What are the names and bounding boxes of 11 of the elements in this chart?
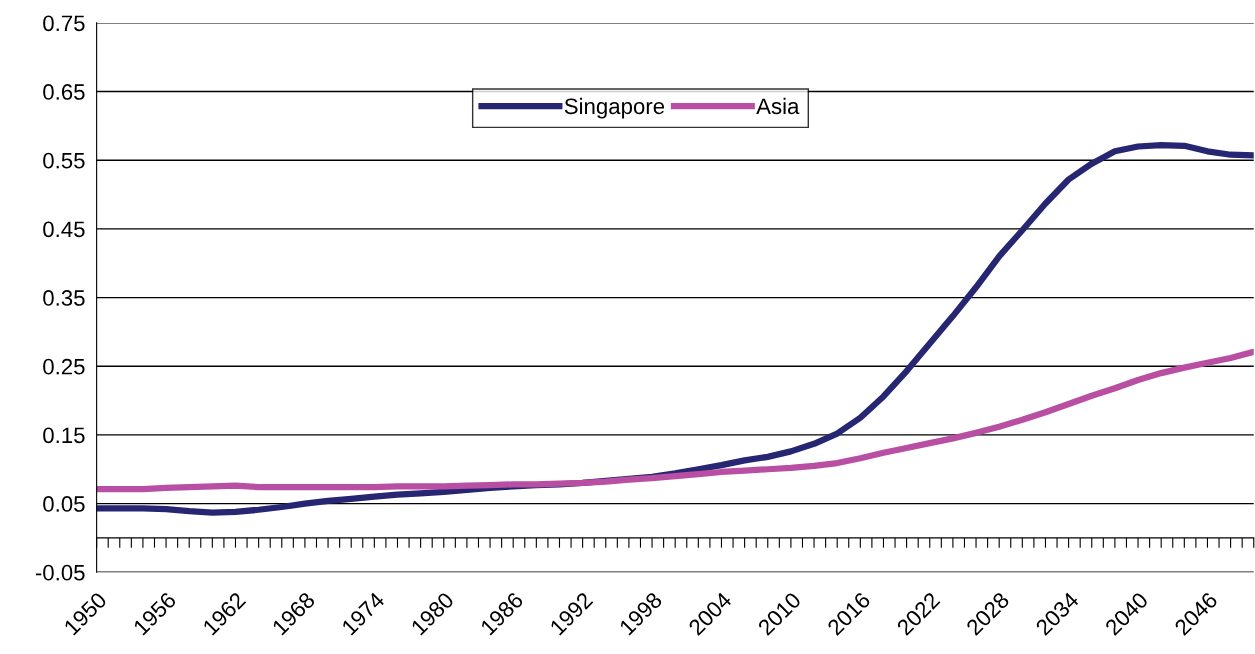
y-tick-label: 0.25 xyxy=(43,358,85,375)
y-tick-label: -0.05 xyxy=(35,564,85,581)
y-tick-label: 0.15 xyxy=(43,427,85,444)
y-tick-label: 0.35 xyxy=(43,290,85,306)
y-tick-label: 0.65 xyxy=(43,84,85,100)
legend-label: Asia xyxy=(756,97,800,115)
y-tick-label: 0.55 xyxy=(43,152,85,169)
y-tick-label: 0.75 xyxy=(43,15,85,32)
legend-label: Singapore xyxy=(564,97,665,119)
y-tick-label: 0.05 xyxy=(43,496,85,512)
y-tick-label: 0.45 xyxy=(43,221,85,238)
